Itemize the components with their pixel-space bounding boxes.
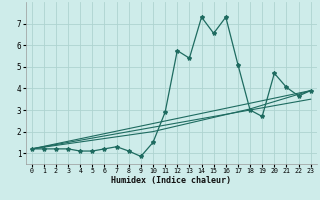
X-axis label: Humidex (Indice chaleur): Humidex (Indice chaleur) <box>111 176 231 185</box>
